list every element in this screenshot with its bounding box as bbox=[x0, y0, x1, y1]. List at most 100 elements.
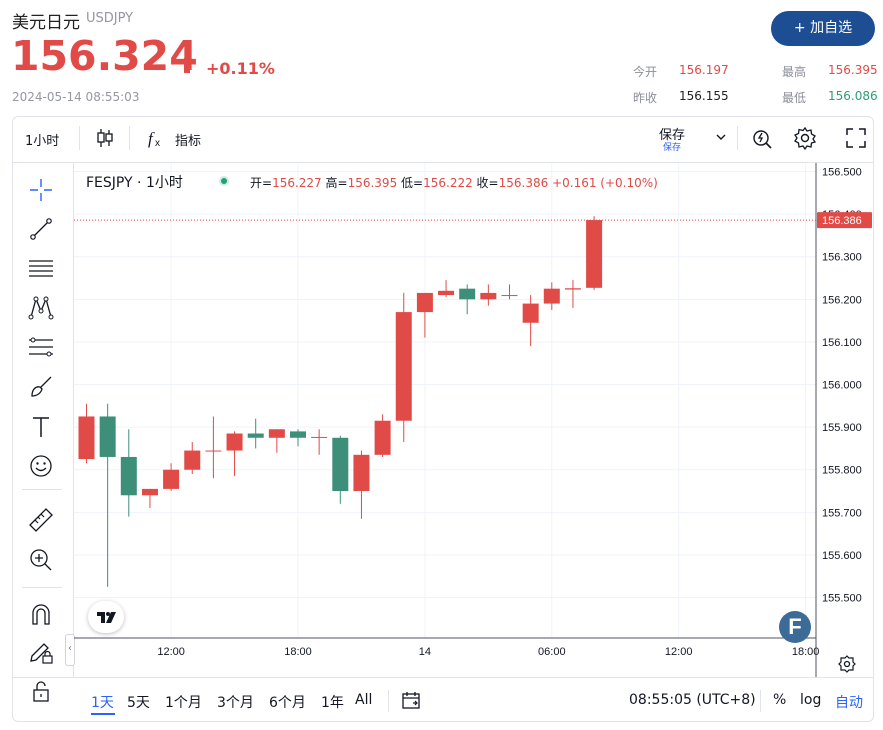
toolbar-divider bbox=[79, 126, 80, 150]
timeframe-button[interactable]: 1年 bbox=[321, 695, 344, 711]
candle-body bbox=[247, 433, 264, 438]
time-tick-label: 12:00 bbox=[157, 646, 185, 658]
candle-body bbox=[184, 450, 201, 470]
quote-timestamp: 2024-05-14 08:55:03 bbox=[12, 90, 140, 104]
price-tick-label: 155.600 bbox=[822, 550, 862, 562]
left-toolbar-separator bbox=[22, 489, 62, 490]
crosshair-icon[interactable] bbox=[27, 176, 55, 204]
candle-body bbox=[99, 416, 116, 457]
candle-body bbox=[543, 288, 560, 304]
lock-icon[interactable] bbox=[27, 678, 55, 706]
candlestick-chart[interactable]: 156.500156.400156.300156.200156.100156.0… bbox=[74, 163, 873, 677]
price-tick-label: 155.800 bbox=[822, 465, 862, 477]
low-value: 156.222 bbox=[423, 176, 473, 190]
save-button[interactable]: 保存 bbox=[659, 128, 686, 143]
timeframe-selector: 1天 5天 1个月 3个月 6个月 1年 All bbox=[91, 692, 385, 712]
price-tick-label: 155.500 bbox=[822, 593, 862, 605]
ruler-icon[interactable] bbox=[27, 506, 55, 534]
candle-body bbox=[501, 295, 518, 297]
gear-icon[interactable] bbox=[793, 126, 817, 150]
magnet-icon[interactable] bbox=[27, 600, 55, 628]
candle-body bbox=[586, 220, 603, 288]
candle-body bbox=[374, 420, 391, 455]
candle-body bbox=[311, 436, 328, 438]
text-tool-icon[interactable] bbox=[27, 413, 55, 441]
price-tick-label: 155.700 bbox=[822, 507, 862, 519]
trend-line-icon[interactable] bbox=[27, 215, 55, 243]
toolbar-bottom-divider bbox=[12, 162, 874, 163]
chevron-down-icon[interactable] bbox=[715, 132, 727, 142]
left-toolbar-separator bbox=[22, 587, 62, 588]
toolbar-divider bbox=[737, 126, 738, 150]
high-label: 高= bbox=[325, 176, 348, 190]
ohlc-legend: 开=156.227 高=156.395 低=156.222 收=156.386 … bbox=[250, 174, 658, 191]
candle-body bbox=[522, 303, 539, 323]
fullscreen-icon[interactable] bbox=[845, 127, 867, 149]
interval-selector[interactable]: 1小时 bbox=[25, 134, 60, 149]
low-value: 156.086 bbox=[828, 89, 878, 103]
brand-badge: F bbox=[779, 611, 811, 643]
add-to-watchlist-button[interactable]: + 加自选 bbox=[771, 11, 875, 46]
timeframe-button[interactable]: 5天 bbox=[127, 695, 150, 711]
candle-body bbox=[120, 456, 137, 496]
time-tick-label: 06:00 bbox=[538, 646, 566, 658]
quick-search-icon[interactable] bbox=[751, 126, 775, 150]
low-label: 低= bbox=[401, 176, 424, 190]
percent-scale-toggle[interactable]: % bbox=[773, 692, 787, 708]
clock[interactable]: 08:55:05 (UTC+8) bbox=[629, 692, 756, 708]
tradingview-logo-icon bbox=[97, 612, 116, 623]
date-range-icon[interactable] bbox=[400, 689, 422, 711]
price-tick-label: 156.000 bbox=[822, 380, 862, 392]
price-tick-label: 155.900 bbox=[822, 422, 862, 434]
timeframe-button[interactable]: 1个月 bbox=[165, 695, 202, 711]
axis-settings-icon[interactable] bbox=[837, 654, 857, 674]
candlestick-type-icon[interactable] bbox=[95, 127, 115, 149]
zoom-in-icon[interactable] bbox=[27, 546, 55, 574]
prev-close-label: 昨收 bbox=[633, 91, 658, 105]
change-percent: +0.11% bbox=[206, 59, 275, 78]
timeframe-button[interactable]: 6个月 bbox=[269, 695, 306, 711]
pattern-tool-icon[interactable] bbox=[27, 293, 55, 321]
timeframe-button[interactable]: 3个月 bbox=[217, 695, 254, 711]
auto-scale-toggle[interactable]: 自动 bbox=[835, 695, 863, 711]
candle-body bbox=[353, 454, 370, 492]
chart-symbol: FESJPY · 1小时 bbox=[86, 175, 183, 191]
save-status: 保存 bbox=[663, 143, 682, 153]
time-tick-label: 12:00 bbox=[665, 646, 693, 658]
candle-body bbox=[226, 433, 243, 451]
tradingview-logo[interactable] bbox=[88, 601, 124, 633]
change-value: +0.161 (+0.10%) bbox=[552, 176, 658, 190]
candle-body bbox=[163, 469, 180, 489]
price-tick-label: 156.300 bbox=[822, 252, 862, 264]
arrow-up-icon bbox=[179, 55, 195, 73]
open-label: 开= bbox=[250, 176, 273, 190]
horizontal-lines-icon[interactable] bbox=[27, 254, 55, 282]
open-value: 156.197 bbox=[679, 63, 729, 77]
candle-body bbox=[268, 429, 285, 438]
time-tick-label: 18:00 bbox=[792, 646, 820, 658]
emoji-icon[interactable] bbox=[27, 452, 55, 480]
candle-body bbox=[290, 431, 306, 438]
candle-body bbox=[416, 292, 433, 313]
candle-body bbox=[78, 416, 95, 460]
indicators-button[interactable]: 指标 bbox=[175, 134, 202, 149]
log-scale-toggle[interactable]: log bbox=[800, 692, 822, 708]
timeframe-button[interactable]: All bbox=[355, 692, 373, 708]
close-value: 156.386 bbox=[498, 176, 549, 190]
candle-body bbox=[205, 450, 222, 452]
price-tick-label: 156.100 bbox=[822, 337, 862, 349]
fibonacci-icon[interactable] bbox=[27, 333, 55, 361]
open-label: 今开 bbox=[633, 65, 658, 79]
collapse-toolbar-handle[interactable]: ‹ bbox=[65, 634, 75, 666]
candle-body bbox=[459, 288, 476, 300]
instrument-title: 美元日元 bbox=[12, 13, 80, 33]
fx-indicators-icon[interactable]: f x bbox=[147, 127, 169, 149]
market-status-icon bbox=[219, 176, 229, 186]
timeframe-selected-indicator bbox=[91, 713, 115, 715]
timeframe-button[interactable]: 1天 bbox=[91, 695, 114, 711]
drawing-mode-icon[interactable] bbox=[27, 639, 55, 667]
last-price-badge bbox=[817, 212, 872, 229]
toolbar-divider bbox=[129, 126, 130, 150]
brush-icon[interactable] bbox=[27, 373, 55, 401]
price-tick-label: 156.200 bbox=[822, 294, 862, 306]
